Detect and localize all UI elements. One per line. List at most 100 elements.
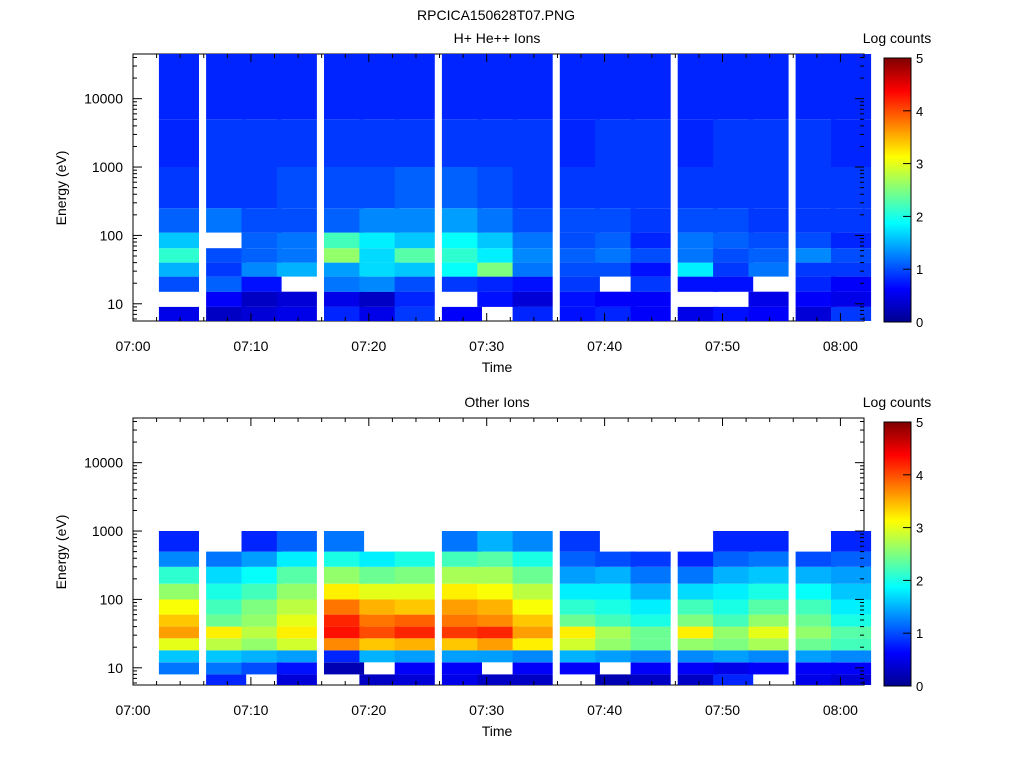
heatmap-cell	[512, 276, 553, 292]
heatmap-cell	[630, 638, 671, 651]
heatmap-cell	[441, 248, 482, 263]
colorbar-ticks: 0 1 2 3 4 5	[903, 415, 923, 694]
heatmap-cell	[477, 167, 518, 209]
y-axis-label: Energy (eV)	[53, 151, 69, 226]
heatmap-cell	[241, 638, 282, 651]
heatmap-cell	[441, 262, 482, 277]
heatmap-cell	[795, 626, 836, 639]
heatmap-cell	[677, 674, 718, 685]
x-axis-label: Time	[482, 359, 513, 375]
heatmap-cell	[630, 614, 671, 627]
heatmap-cell	[713, 167, 754, 209]
heatmap-cell	[831, 674, 872, 685]
heatmap-cell	[831, 551, 872, 567]
heatmap-cell	[512, 306, 553, 321]
heatmap-cell	[206, 248, 247, 263]
heatmap-cell	[512, 583, 553, 600]
heatmap-cell	[477, 638, 518, 651]
heatmap-cell	[359, 262, 400, 277]
heatmap-cell	[206, 167, 247, 209]
heatmap-cell	[206, 208, 247, 233]
heatmap-cell	[441, 208, 482, 233]
heatmap-cell	[713, 208, 754, 233]
heatmap-cell	[477, 583, 518, 600]
heatmap-cell	[748, 583, 789, 600]
heatmap-cell	[477, 566, 518, 584]
figure-title: RPCICA150628T07.PNG	[417, 7, 575, 23]
heatmap-cell	[512, 119, 553, 167]
heatmap-cell	[748, 566, 789, 584]
heatmap-cell	[359, 614, 400, 627]
heatmap-cell	[324, 566, 365, 584]
heatmap-cell	[158, 551, 199, 567]
heatmap-cell	[158, 531, 199, 552]
heatmap-cell	[324, 599, 365, 615]
heatmap-cell	[559, 614, 600, 627]
heatmap-cell	[394, 674, 435, 685]
heatmap-cell	[795, 306, 836, 321]
heatmap-cell	[158, 248, 199, 263]
heatmap-cell	[394, 583, 435, 600]
heatmap-cell	[713, 626, 754, 639]
y-tick-label: 100	[100, 227, 124, 243]
heatmap-cell	[831, 638, 872, 651]
heatmap-cell	[748, 262, 789, 277]
heatmap-cell	[359, 650, 400, 663]
heatmap-cell	[630, 306, 671, 321]
heatmap-cell	[158, 566, 199, 584]
heatmap-cell	[206, 662, 247, 675]
heatmap-cell	[713, 54, 754, 120]
heatmap-cell	[559, 167, 600, 209]
colorbar-tick-label: 1	[916, 262, 923, 277]
heatmap-cell	[595, 208, 636, 233]
heatmap-cell	[795, 638, 836, 651]
heatmap-cell	[276, 614, 317, 627]
heatmap-cell	[630, 583, 671, 600]
heatmap-cell	[559, 599, 600, 615]
heatmap-cell	[512, 248, 553, 263]
heatmap-cell	[477, 551, 518, 567]
heatmap-cell	[677, 262, 718, 277]
heatmap-cell	[595, 54, 636, 120]
heatmap-cell	[795, 248, 836, 263]
x-tick-label: 08:00	[823, 702, 858, 718]
heatmap-cell	[713, 583, 754, 600]
heatmap-cell	[595, 626, 636, 639]
heatmap-cell	[441, 276, 482, 292]
x-tick-label: 07:50	[705, 338, 740, 354]
heatmap-cell	[276, 54, 317, 120]
heatmap-cell	[748, 119, 789, 167]
x-tick-label: 07:20	[351, 702, 386, 718]
heatmap-cell	[713, 662, 754, 675]
heatmap-cell	[477, 248, 518, 263]
heatmap-cell	[831, 566, 872, 584]
heatmap-cell	[795, 614, 836, 627]
heatmap-cell	[831, 262, 872, 277]
heatmap-cell	[831, 54, 872, 120]
heatmap-cell	[158, 276, 199, 292]
heatmap-cell	[276, 674, 317, 685]
heatmap-cell	[677, 599, 718, 615]
heatmap-cell	[512, 262, 553, 277]
heatmap-cell	[477, 674, 518, 685]
heatmap-cell	[441, 599, 482, 615]
panel-h-he-ions: H+ He++ Ions 07:00 07:10 07:20 07:30 07:40 07…	[53, 30, 931, 375]
heatmap-cell	[748, 626, 789, 639]
heatmap-cell	[831, 119, 872, 167]
heatmap-cell	[158, 650, 199, 663]
heatmap-cell	[241, 599, 282, 615]
heatmap-cell	[748, 54, 789, 120]
heatmap-cell	[595, 650, 636, 663]
heatmap-cell	[359, 54, 400, 120]
heatmap-cell	[394, 626, 435, 639]
heatmap-cell	[158, 208, 199, 233]
heatmap-cell	[677, 119, 718, 167]
colorbar-label: Log counts	[863, 394, 932, 410]
heatmap-cell	[241, 566, 282, 584]
heatmap-cell	[630, 291, 671, 307]
heatmap-cell	[206, 566, 247, 584]
x-tick-label: 07:00	[115, 338, 150, 354]
colorbar-label: Log counts	[863, 30, 932, 46]
heatmap-cell	[559, 531, 600, 552]
heatmap-cell	[241, 232, 282, 249]
